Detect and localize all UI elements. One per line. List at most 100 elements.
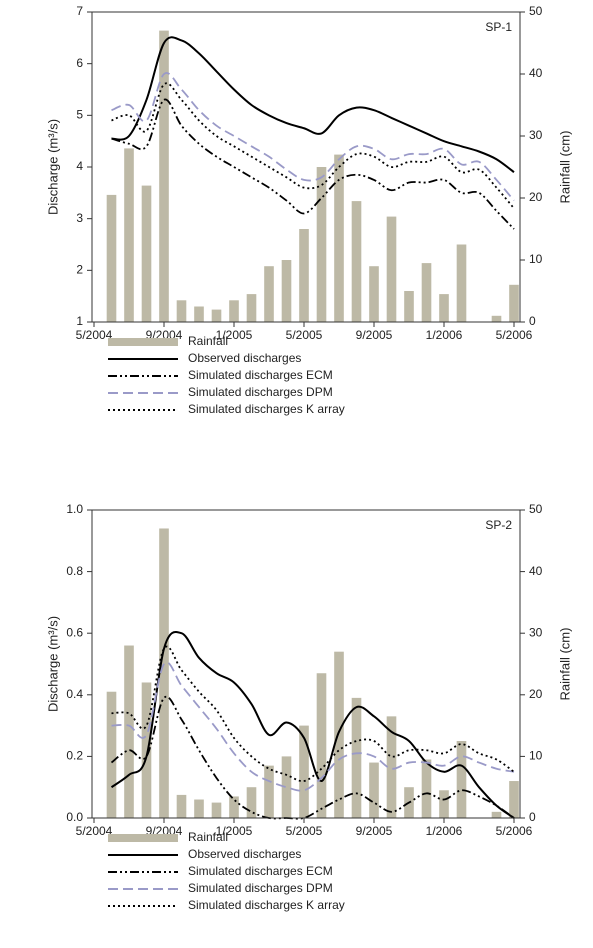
bar [211,802,222,818]
y2-tick-label: 30 [529,128,543,142]
bar [509,781,519,818]
legend-label: Observed discharges [188,351,301,365]
bar [159,30,169,322]
y-tick-label: 0.6 [66,625,83,639]
x-tick-label: 9/2005 [356,824,393,838]
line-series [111,82,515,209]
y-axis-label: Discharge (m³/s) [45,616,60,712]
line-series [111,661,515,792]
x-tick-label: 5/2005 [286,824,323,838]
plot-frame [91,509,521,819]
bar [229,796,239,818]
bar [351,201,362,322]
bar [439,790,449,818]
y-tick-label: 5 [76,108,83,122]
x-tick-label: 5/2006 [496,824,533,838]
bar [369,762,379,818]
bar [176,300,187,322]
y2-tick-label: 20 [529,687,543,701]
bar [194,799,204,818]
bar [106,194,117,322]
y-tick-label: 7 [76,4,83,18]
line-series [110,695,515,820]
bar [456,244,467,322]
bar [456,741,467,818]
legend-label: Simulated discharges DPM [188,385,333,399]
bar [159,528,169,818]
bar [386,216,397,322]
legend-label: Simulated discharges K array [188,402,345,416]
bar [439,294,449,322]
bar [351,697,362,818]
bar [264,266,274,322]
y-tick-label: 4 [76,159,83,173]
panel-label: SP-1 [485,20,512,34]
y2-tick-label: 10 [529,749,543,763]
legend-label: Observed discharges [188,847,301,861]
bar [421,759,432,818]
line-series [110,630,515,819]
y2-tick-label: 0 [529,810,536,824]
x-tick-label: 1/2006 [426,328,463,342]
bar [334,651,344,818]
bar [194,306,204,322]
y2-axis-label: Rainfall (cm) [557,131,572,204]
legend-label: Simulated discharges ECM [188,368,333,382]
y-tick-label: 6 [76,56,83,70]
bar [211,309,222,322]
x-tick-label: 9/2005 [356,328,393,342]
y2-tick-label: 20 [529,190,543,204]
bar [176,794,187,818]
bar [316,673,327,818]
y2-tick-label: 50 [529,502,543,516]
y-tick-label: 3 [76,211,83,225]
bar [421,263,432,322]
y-tick-label: 0.8 [66,564,83,578]
line-series [111,98,515,230]
bar [509,284,519,322]
bar [124,645,134,818]
legend-label: Simulated discharges ECM [188,864,333,878]
y2-tick-label: 0 [529,314,536,328]
legend: Rainfall Observed discharges Simulated dis… [108,334,345,416]
x-tick-label: 1/2006 [426,824,463,838]
y2-tick-label: 30 [529,625,543,639]
legend-label: Rainfall [188,830,228,844]
y2-tick-label: 50 [529,4,543,18]
y2-tick-label: 10 [529,252,543,266]
line-series [111,36,515,173]
bar [141,682,152,818]
y-tick-label: 2 [76,263,83,277]
bar [264,765,274,818]
legend-label: Simulated discharges DPM [188,881,333,895]
legend-label: Simulated discharges K array [188,898,345,912]
bar [246,294,257,322]
y-tick-label: 0.0 [66,810,83,824]
bar [299,725,309,818]
legend-swatch [108,834,178,842]
x-tick-label: 1/2005 [216,824,253,838]
y2-tick-label: 40 [529,564,543,578]
bar [316,167,327,322]
bar [281,260,292,322]
y-tick-label: 1 [76,314,83,328]
bar [491,315,502,322]
bar [299,229,309,322]
legend: Rainfall Observed discharges Simulated dis… [108,830,345,912]
legend-label: Rainfall [188,334,228,348]
bar [229,300,239,322]
bar [106,691,117,818]
panel: 0.0 0.2 0.4 0.6 0.8 1.0 0 10 20 30 40 50 5/2004 9/200… [45,502,572,912]
x-tick-label: 1/2005 [216,328,253,342]
bar [124,148,134,322]
x-tick-label: 5/2004 [76,824,113,838]
y-tick-label: 0.4 [66,687,83,701]
bar [369,266,379,322]
bar [281,756,292,818]
y-tick-label: 0.2 [66,749,83,763]
bar [246,787,257,818]
y-tick-label: 1.0 [66,502,83,516]
